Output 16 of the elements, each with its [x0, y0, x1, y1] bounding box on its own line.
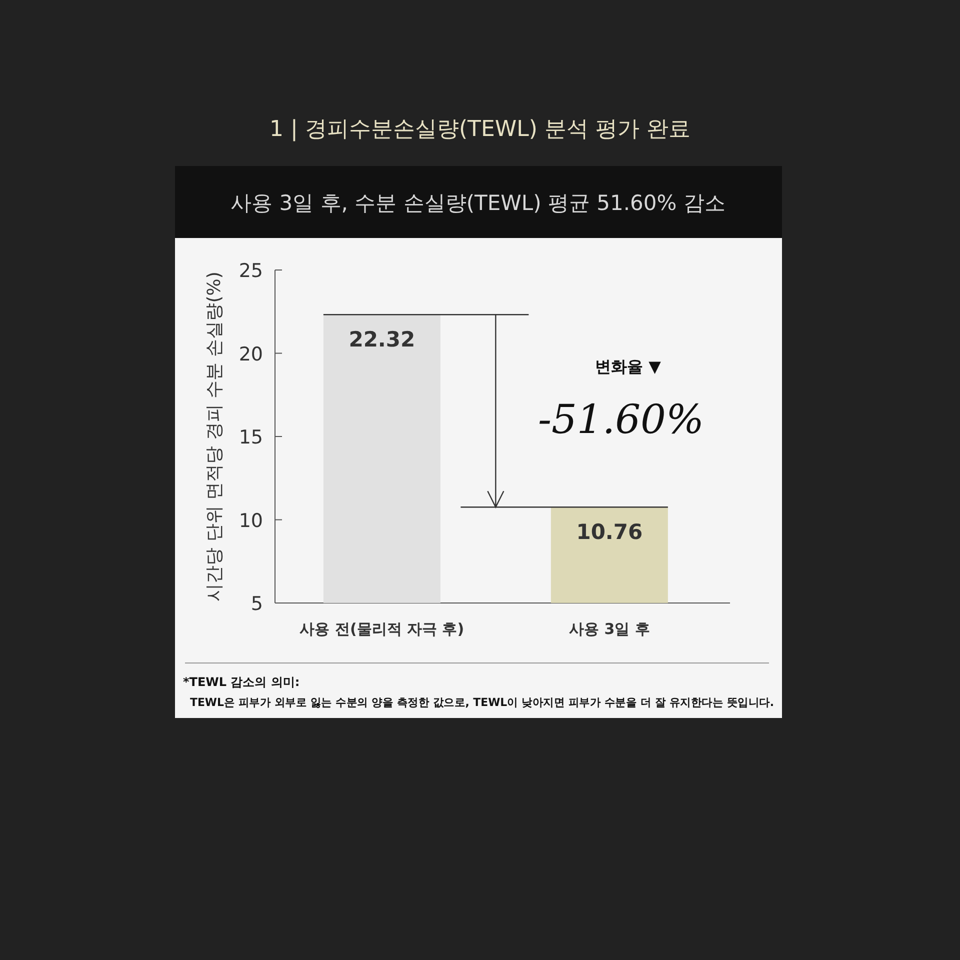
annotation: 변화율 ▼: [595, 357, 662, 376]
y-tick-label: 15: [238, 426, 263, 448]
chart-subtitle: 사용 3일 후, 수분 손실량(TEWL) 평균 51.60% 감소: [230, 191, 726, 215]
y-tick-label: 5: [250, 593, 263, 615]
x-tick-label: 사용 3일 후: [568, 620, 650, 638]
y-tick-label: 10: [238, 510, 263, 532]
data-label: 22.32: [348, 328, 416, 352]
text: *TEWL 감소의 의미:: [183, 675, 300, 689]
text: TEWL은 피부가 외부로 잃는 수분의 양을 측정한 값으로, TEWL이 낮아지면 피부가 수분을 더 잘 유지한다는 뜻입니다.: [190, 696, 788, 709]
annotation: -51.60%: [538, 397, 704, 443]
data-label: 10.76: [576, 520, 643, 544]
y-tick-label: 20: [238, 343, 263, 366]
y-axis-title: 시간당 단위 면적당 경피 수분 손실량(%): [204, 272, 225, 602]
y-tick-label: 25: [238, 260, 263, 282]
x-tick-label: 사용 전(물리적 자극 후): [300, 620, 464, 638]
chart-title: 1 | 경피수분손실량(TEWL) 분석 평가 완료: [270, 117, 690, 142]
